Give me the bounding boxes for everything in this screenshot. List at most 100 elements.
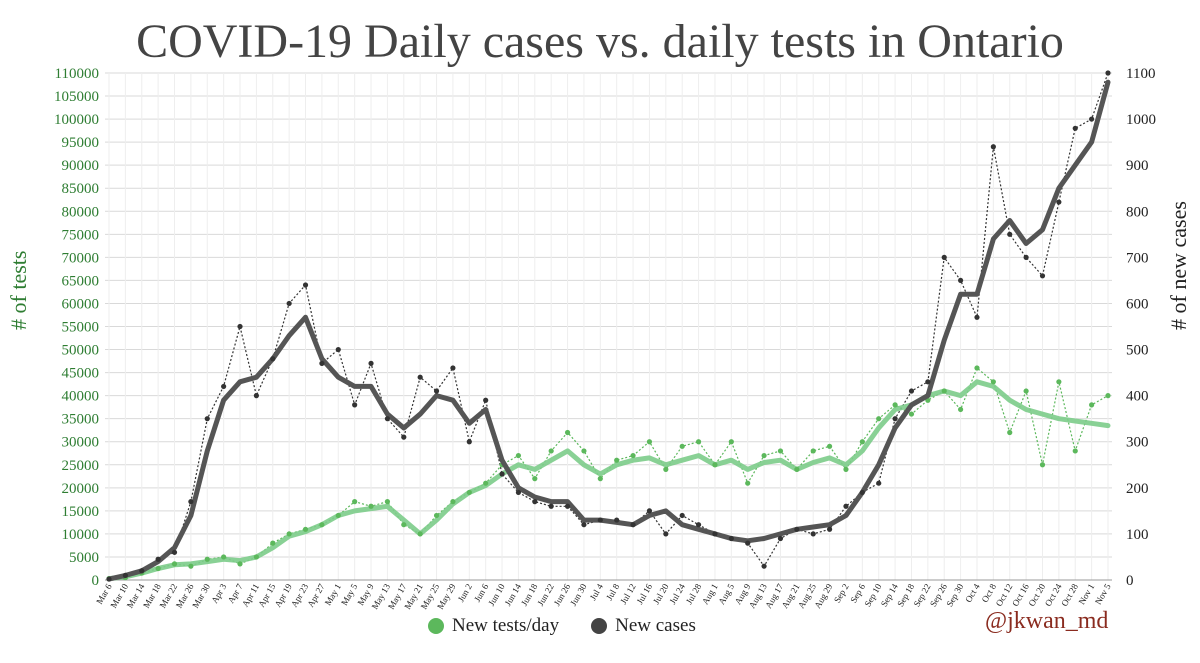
x-tick-label: Jun 30 [568,582,589,608]
legend-swatch-cases [591,618,608,634]
x-tick-label: Apr 27 [305,582,327,609]
data-point-cases [679,512,685,519]
y-left-tick-label: 80000 [62,204,100,220]
data-point-cases [843,503,849,509]
data-point-cases [270,356,276,362]
data-point-tests [1056,379,1062,385]
data-point-tests [908,411,915,417]
legend-label-cases: New cases [615,615,696,636]
legend-swatch-tests [428,618,444,634]
y-right-tick-label: 300 [1126,435,1149,451]
x-tick-label: Apr 3 [209,582,228,605]
data-point-tests [859,439,865,445]
y-left-tick-label: 15000 [62,504,100,520]
data-point-tests [417,531,423,537]
data-point-cases [433,388,440,394]
data-point-cases [630,522,636,528]
data-point-cases [237,323,243,330]
data-point-cases [614,517,620,523]
series-raw-line-tests [108,367,1109,580]
y-left-tick-label: 50000 [62,343,100,359]
data-point-cases [221,383,227,390]
data-point-cases [417,374,423,380]
data-point-tests [614,457,620,463]
author-credit: @jkwan_md [985,608,1109,634]
y-left-tick-label: 65000 [62,273,100,289]
data-point-cases [597,517,603,523]
data-point-cases [1089,116,1095,122]
y-left-tick-label: 10000 [62,527,100,543]
data-point-tests [679,443,685,449]
y-left-tick-label: 0 [92,573,100,589]
data-point-cases [188,499,194,505]
y-left-tick-label: 95000 [62,135,100,151]
y-left-tick-label: 90000 [62,158,100,174]
data-point-tests [876,416,882,422]
data-point-tests [646,439,653,445]
data-point-tests [597,476,603,482]
y-left-tick-label: 110000 [55,66,99,82]
data-point-cases [483,397,489,403]
data-point-cases [564,503,571,509]
x-tick-label: Sep 30 [944,582,965,609]
y-left-tick-label: 75000 [62,227,100,243]
legend-item-tests: New tests/day [428,615,559,637]
data-point-cases [925,379,931,385]
data-point-cases [663,531,669,537]
data-point-tests [515,452,522,459]
data-point-cases [450,365,456,371]
data-point-tests [745,480,751,486]
y-right-tick-label: 700 [1126,250,1149,266]
data-point-cases [499,471,505,477]
data-point-cases [745,540,751,546]
data-point-cases [581,522,587,528]
data-point-tests [712,462,718,468]
y-right-tick-label: 800 [1126,204,1149,220]
data-point-cases [171,549,178,555]
data-point-cases [1105,70,1111,76]
data-point-tests [352,499,358,505]
data-point-tests [581,448,587,454]
data-point-cases [466,439,472,445]
data-point-tests [302,526,309,532]
data-point-cases [876,480,882,486]
data-point-cases [286,300,292,307]
data-point-tests [204,556,210,562]
data-point-cases [352,402,358,408]
data-point-tests [1089,402,1095,408]
data-point-cases [646,508,653,514]
y-left-tick-label: 45000 [62,366,100,382]
x-tick-label: Jun 2 [456,582,474,604]
data-point-tests [1023,388,1029,394]
data-point-tests [761,452,767,459]
y-right-tick-label: 400 [1126,389,1149,405]
y-left-tick-label: 60000 [62,296,100,312]
data-point-cases [1023,254,1029,260]
data-point-cases [532,499,538,505]
data-point-tests [155,565,161,572]
data-point-tests [843,466,849,472]
data-point-cases [908,388,915,394]
data-point-tests [384,499,391,505]
data-point-tests [483,480,489,486]
data-point-tests [532,476,538,482]
data-point-cases [319,360,325,366]
data-point-tests [826,443,833,449]
data-point-cases [941,254,947,260]
x-tick-label: Sep 2 [832,582,851,605]
data-point-cases [253,393,259,399]
data-point-tests [1039,462,1046,468]
data-point-tests [466,489,472,496]
y-right-tick-label: 500 [1126,343,1149,359]
data-point-cases [1056,199,1062,205]
data-point-cases [368,360,374,366]
data-point-cases [401,434,407,440]
data-point-tests [450,499,456,505]
y-left-tick-label: 105000 [54,89,99,105]
data-point-cases [761,563,767,569]
data-point-tests [958,406,964,413]
y-right-tick-label: 100 [1126,527,1149,543]
x-tick-label: Oct 28 [1059,582,1080,608]
data-point-cases [1007,231,1013,237]
y-right-tick-label: 900 [1126,158,1149,174]
